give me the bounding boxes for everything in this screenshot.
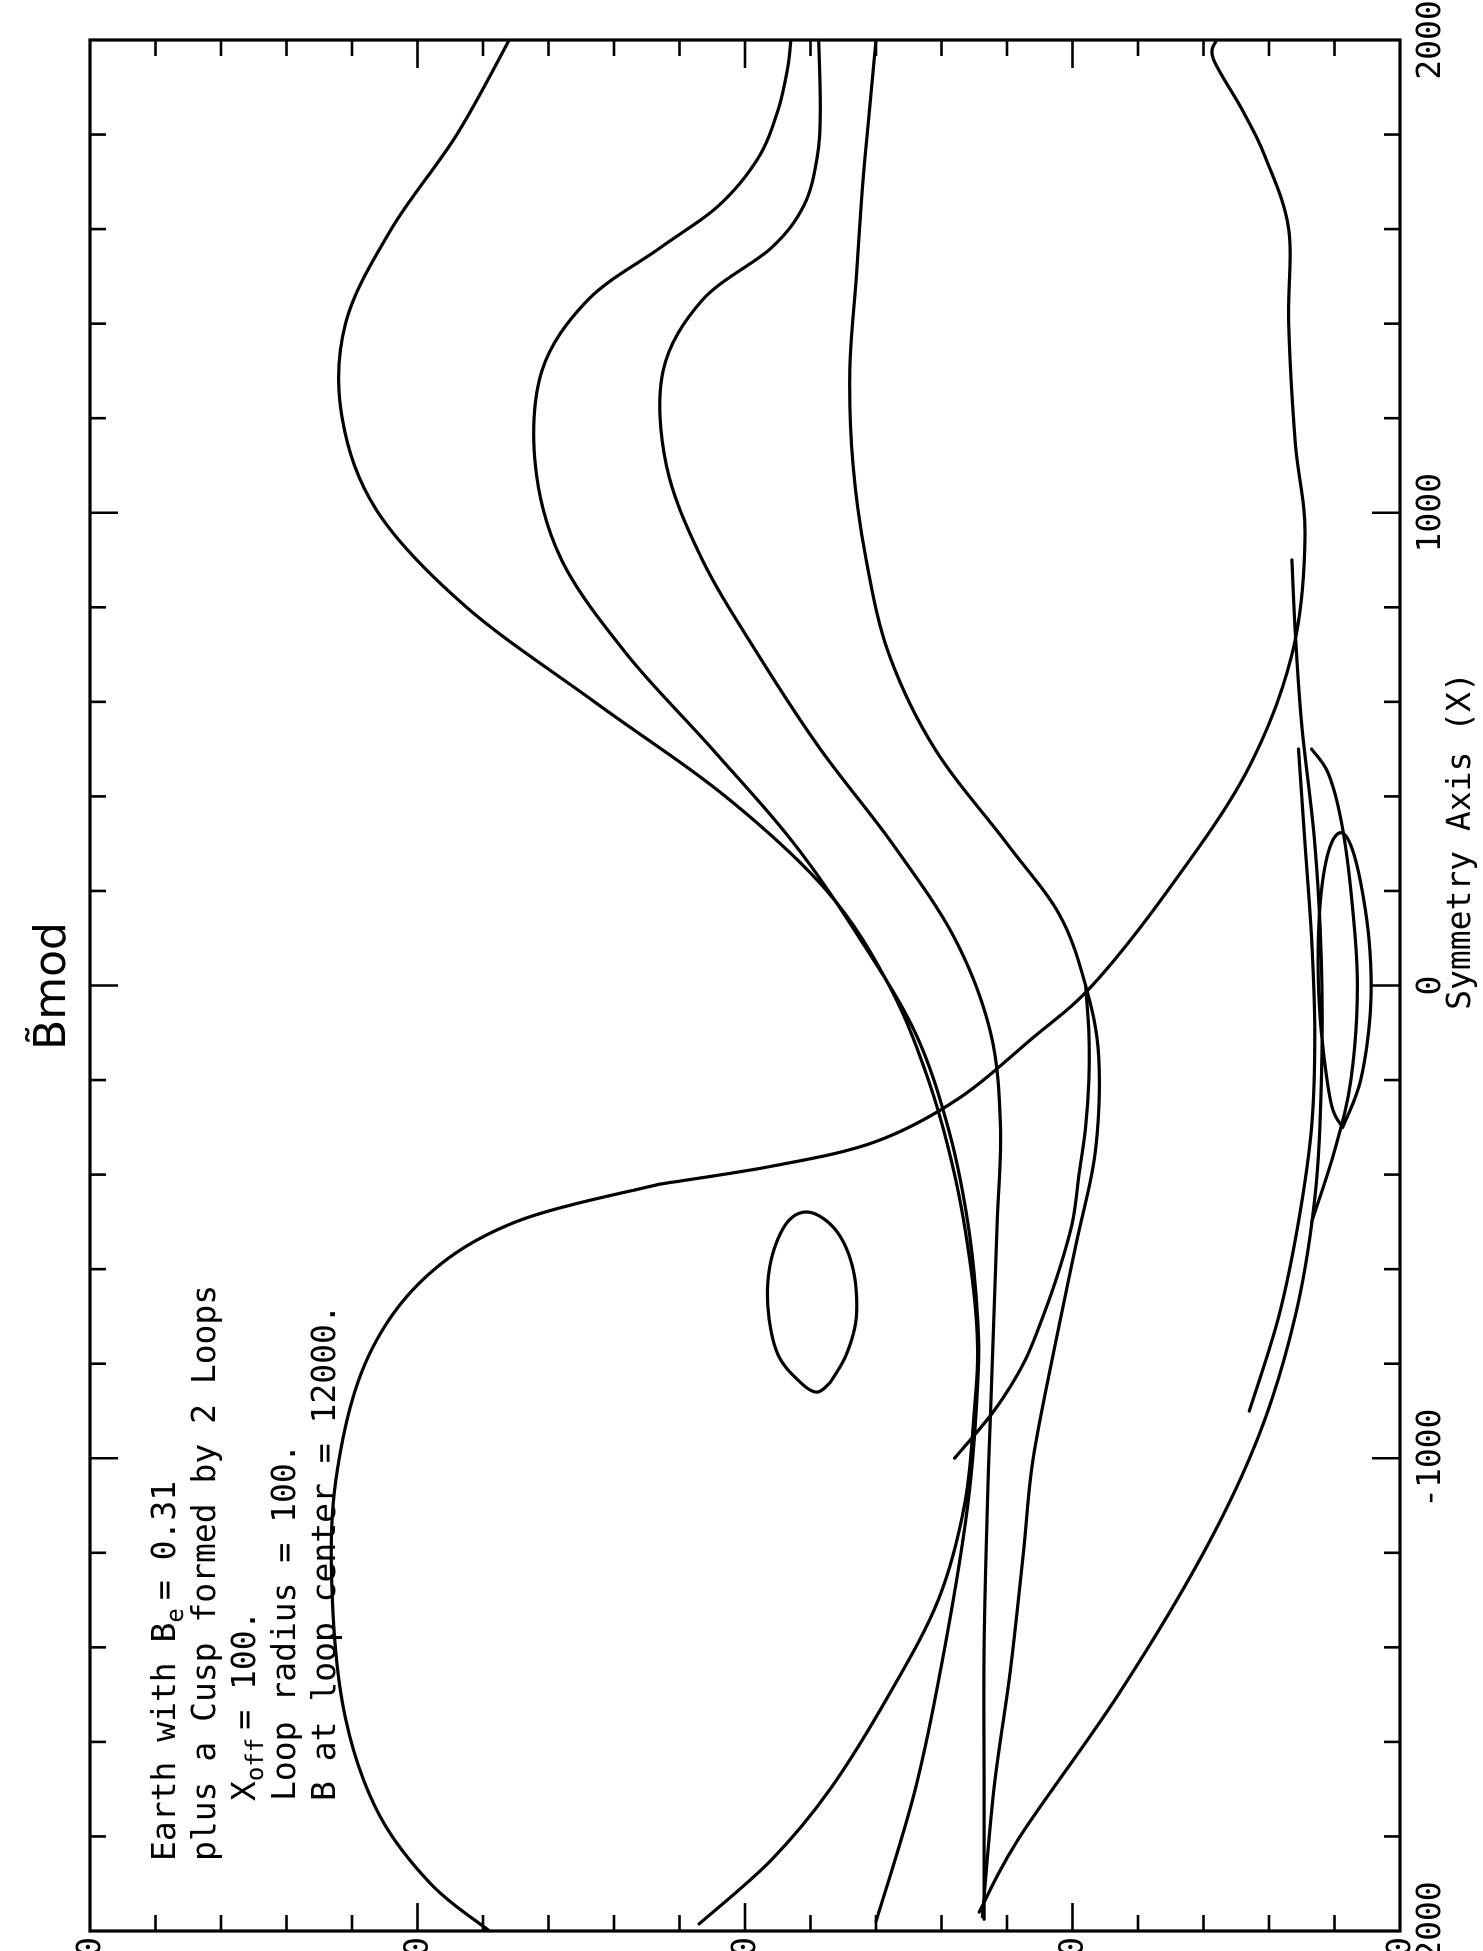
- x-axis-title: Symmetry Axis (X): [1439, 672, 1478, 1010]
- annotation-line-4: Loop radius = 100.: [264, 1443, 303, 1801]
- annotation-value-xoff: = 100.: [224, 1611, 263, 1730]
- annotation-line-5: B at loop center = 12000.: [304, 1304, 343, 1801]
- annotation-line-1: Earth with Be = 0.31: [144, 1481, 189, 1861]
- contour-line-11: [1316, 831, 1373, 1129]
- annotation-subscript-e: e: [161, 1608, 189, 1622]
- annotation-text-a: Earth with B: [144, 1623, 183, 1861]
- contour-line-10: [1310, 747, 1359, 1224]
- contour-line-6: [848, 38, 1102, 1919]
- contour-line-1: [329, 1182, 662, 1933]
- contour-line-9: [1247, 747, 1317, 1413]
- x-tick-label: 2000: [1409, 0, 1448, 79]
- annotation-block: Earth with Be = 0.31 plus a Cusp formed b…: [144, 1285, 343, 1861]
- contour-line-5: [658, 38, 1003, 1921]
- chart-title: B̃mod: [23, 922, 76, 1050]
- y-tick-label: 4000: [69, 1937, 108, 1951]
- x-tick-label: 0: [1409, 976, 1448, 996]
- annotation-subscript-off: off: [241, 1738, 269, 1781]
- annotation-line-2: plus a Cusp formed by 2 Loops: [184, 1285, 223, 1861]
- x-tick-label: 1000: [1409, 473, 1448, 552]
- annotation-line-3: Xoff = 100.: [224, 1611, 269, 1801]
- tick-labels: -2000 -1000 0 1000 2000 0 1000 2000 3000 4000: [69, 0, 1448, 1951]
- annotation-xoff-x: X: [224, 1781, 263, 1801]
- contour-line-4: [532, 38, 981, 1924]
- contour-line-3: [337, 38, 980, 1926]
- y-tick-label: 1000: [1052, 1937, 1091, 1951]
- y-tick-label: 0: [1379, 1937, 1418, 1951]
- contour-line-12: [765, 1210, 859, 1394]
- x-tick-label: -2000: [1409, 1881, 1448, 1951]
- contour-line-7: [977, 558, 1324, 1914]
- annotation-value-be: = 0.31: [144, 1481, 183, 1600]
- contour-line-8: [953, 983, 1091, 1460]
- contour-line-2: [658, 38, 1307, 1186]
- y-tick-label: 3000: [397, 1937, 436, 1951]
- contour-lines: [329, 38, 1373, 1933]
- y-tick-label: 2000: [724, 1937, 763, 1951]
- x-tick-label: -1000: [1409, 1409, 1448, 1508]
